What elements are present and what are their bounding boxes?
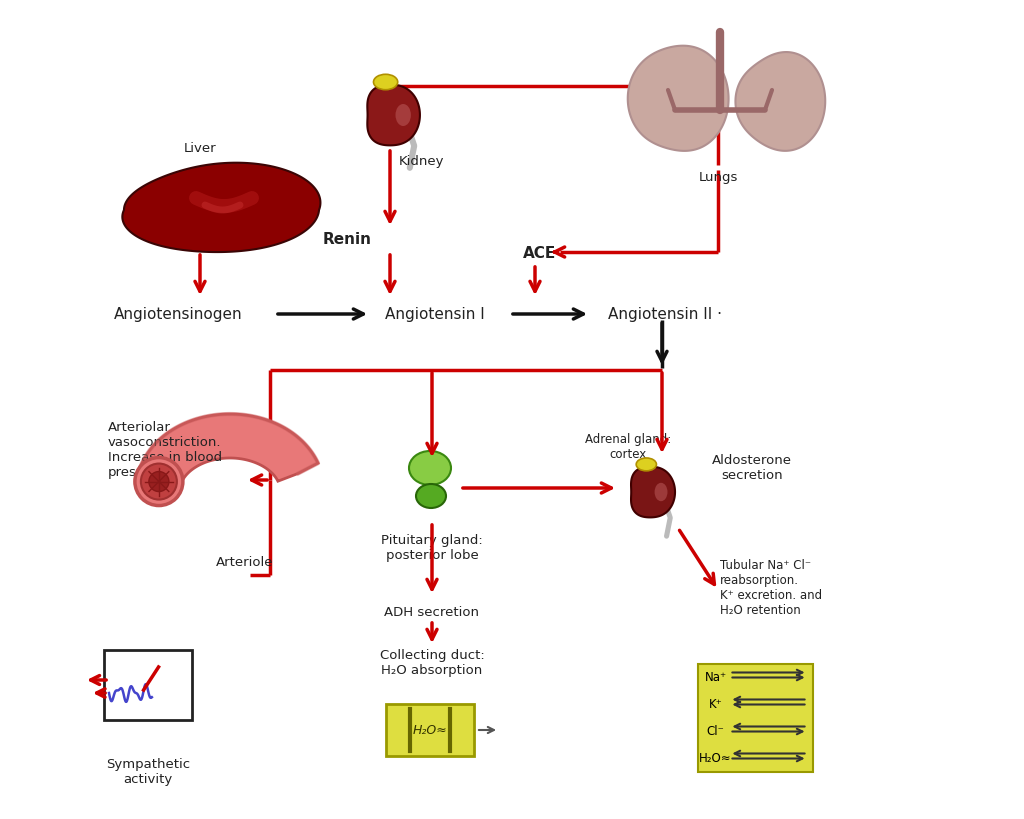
Bar xyxy=(104,650,193,720)
Polygon shape xyxy=(631,467,675,518)
Bar xyxy=(697,664,812,772)
Text: Pituitary gland:
posterior lobe: Pituitary gland: posterior lobe xyxy=(381,534,483,562)
Text: Collecting duct:
H₂O absorption: Collecting duct: H₂O absorption xyxy=(380,649,484,677)
Polygon shape xyxy=(735,52,825,151)
Ellipse shape xyxy=(409,451,451,485)
Text: Sympathetic
activity: Sympathetic activity xyxy=(105,758,190,786)
Text: Renin: Renin xyxy=(323,233,372,247)
Polygon shape xyxy=(137,414,318,486)
Ellipse shape xyxy=(416,484,446,508)
Bar xyxy=(386,704,474,756)
Text: Arteriolar
vasoconstriction.
Increase in blood
pressure: Arteriolar vasoconstriction. Increase in… xyxy=(108,421,222,479)
Text: H₂O≈: H₂O≈ xyxy=(699,752,732,765)
Text: Tubular Na⁺ Cl⁻
reabsorption.
K⁺ excretion. and
H₂O retention: Tubular Na⁺ Cl⁻ reabsorption. K⁺ excreti… xyxy=(720,559,822,617)
Polygon shape xyxy=(368,84,420,145)
Text: ACE: ACE xyxy=(523,246,557,260)
Text: Liver: Liver xyxy=(183,142,216,155)
Text: Na⁺: Na⁺ xyxy=(705,671,727,684)
Text: Angiotensin II ·: Angiotensin II · xyxy=(608,306,722,322)
Text: Angiotensin I: Angiotensin I xyxy=(385,306,485,322)
Ellipse shape xyxy=(636,458,656,471)
Circle shape xyxy=(141,464,177,500)
Text: Kidney: Kidney xyxy=(399,156,444,169)
Text: Adrenal gland:
cortex: Adrenal gland: cortex xyxy=(585,433,671,461)
Text: Angiotensinogen: Angiotensinogen xyxy=(114,306,243,322)
Circle shape xyxy=(148,472,169,491)
Polygon shape xyxy=(122,163,321,252)
Text: H₂O≈: H₂O≈ xyxy=(413,723,447,736)
Text: Arteriole: Arteriole xyxy=(216,556,273,569)
Ellipse shape xyxy=(374,75,397,90)
Text: Cl⁻: Cl⁻ xyxy=(707,725,724,738)
Text: Aldosterone
secretion: Aldosterone secretion xyxy=(712,454,792,482)
Text: ADH secretion: ADH secretion xyxy=(384,607,479,619)
Polygon shape xyxy=(628,46,729,151)
Text: Lungs: Lungs xyxy=(698,171,737,184)
Ellipse shape xyxy=(654,482,668,501)
Text: K⁺: K⁺ xyxy=(709,698,722,711)
Ellipse shape xyxy=(395,104,411,126)
Circle shape xyxy=(135,458,183,505)
